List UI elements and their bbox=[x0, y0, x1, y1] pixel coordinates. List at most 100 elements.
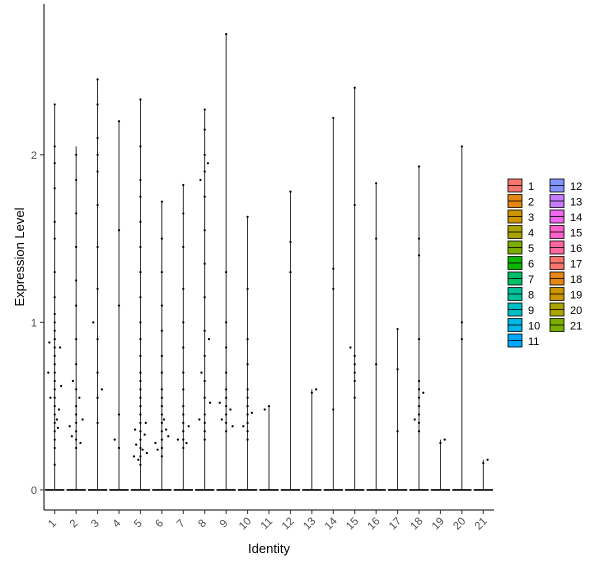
point-10-11 bbox=[242, 425, 245, 428]
point-6-13 bbox=[160, 270, 163, 274]
point-12-1 bbox=[289, 240, 292, 244]
point-5-12 bbox=[139, 354, 142, 357]
point-18-3 bbox=[417, 405, 421, 408]
point-7-12 bbox=[182, 212, 185, 215]
point-14-3 bbox=[332, 116, 335, 120]
point-1-29 bbox=[47, 371, 50, 374]
point-8-16 bbox=[198, 418, 201, 421]
point-8-7 bbox=[203, 329, 206, 332]
x-tick-label-8: 8 bbox=[196, 517, 209, 530]
point-1-14 bbox=[53, 337, 56, 341]
point-5-3 bbox=[139, 438, 142, 441]
point-6-16 bbox=[154, 441, 157, 445]
point-1-16 bbox=[53, 321, 56, 324]
point-5-0 bbox=[139, 463, 142, 466]
x-axis-title: Identity bbox=[248, 541, 290, 556]
point-2-5 bbox=[75, 405, 78, 408]
point-6-1 bbox=[160, 446, 163, 450]
point-3-7 bbox=[96, 170, 99, 173]
point-4-4 bbox=[117, 120, 121, 123]
point-5-4 bbox=[139, 430, 142, 433]
y-tick-label-2: 2 bbox=[31, 150, 37, 162]
point-2-15 bbox=[70, 435, 73, 438]
point-5-24 bbox=[145, 451, 148, 455]
point-7-5 bbox=[182, 405, 185, 408]
point-21-0 bbox=[482, 461, 485, 465]
point-2-7 bbox=[75, 363, 78, 366]
point-3-6 bbox=[96, 203, 99, 207]
legend-label-1: 1 bbox=[528, 181, 534, 193]
point-1-0 bbox=[53, 463, 56, 466]
point-8-3 bbox=[203, 413, 206, 416]
legend-label-9: 9 bbox=[528, 305, 534, 317]
point-18-1 bbox=[417, 421, 421, 424]
point-7-11 bbox=[182, 245, 185, 249]
point-1-20 bbox=[53, 237, 56, 240]
legend-label-6: 6 bbox=[528, 259, 534, 271]
legend-label-18: 18 bbox=[570, 274, 582, 286]
legend-label-15: 15 bbox=[570, 228, 582, 240]
legend-label-19: 19 bbox=[570, 290, 582, 302]
point-8-2 bbox=[203, 421, 206, 424]
point-2-19 bbox=[78, 396, 81, 399]
point-10-7 bbox=[246, 363, 249, 366]
point-4-0 bbox=[117, 446, 121, 450]
point-6-17 bbox=[167, 435, 170, 438]
point-1-17 bbox=[53, 312, 56, 316]
point-2-17 bbox=[81, 418, 84, 421]
point-9-12 bbox=[229, 408, 232, 411]
x-tick-label-11: 11 bbox=[259, 516, 276, 533]
point-11-0 bbox=[267, 405, 271, 408]
x-tick-label-20: 20 bbox=[451, 515, 468, 532]
point-18-5 bbox=[417, 388, 421, 391]
point-8-4 bbox=[203, 396, 206, 399]
point-2-14 bbox=[75, 153, 78, 156]
point-1-19 bbox=[53, 270, 56, 274]
point-6-15 bbox=[160, 200, 163, 203]
point-1-5 bbox=[53, 413, 56, 416]
legend-label-20: 20 bbox=[570, 305, 582, 317]
point-8-21 bbox=[206, 162, 210, 165]
point-7-13 bbox=[182, 183, 185, 187]
point-1-13 bbox=[53, 346, 56, 349]
point-20-1 bbox=[460, 321, 463, 324]
x-tick-label-19: 19 bbox=[430, 515, 447, 532]
point-8-13 bbox=[203, 153, 206, 156]
x-tick-label-7: 7 bbox=[175, 517, 188, 530]
point-7-2 bbox=[182, 430, 185, 433]
point-5-27 bbox=[137, 458, 140, 461]
point-8-12 bbox=[203, 170, 206, 173]
point-6-0 bbox=[160, 455, 163, 458]
point-15-3 bbox=[353, 363, 356, 366]
legend-label-21: 21 bbox=[570, 321, 582, 333]
point-7-16 bbox=[185, 441, 188, 445]
points-layer bbox=[47, 33, 489, 466]
point-4-3 bbox=[117, 229, 121, 232]
point-1-25 bbox=[53, 103, 56, 106]
point-15-5 bbox=[353, 203, 356, 207]
point-14-2 bbox=[332, 267, 335, 270]
point-15-0 bbox=[353, 396, 356, 399]
point-1-4 bbox=[53, 421, 56, 424]
point-8-19 bbox=[207, 337, 211, 341]
x-tick-label-13: 13 bbox=[301, 515, 318, 532]
point-3-0 bbox=[96, 421, 99, 424]
point-5-20 bbox=[139, 178, 142, 182]
point-2-0 bbox=[75, 446, 78, 450]
point-20-0 bbox=[460, 337, 463, 341]
point-3-8 bbox=[96, 153, 99, 156]
point-5-8 bbox=[139, 396, 142, 399]
point-15-7 bbox=[349, 346, 352, 349]
point-1-26 bbox=[49, 396, 52, 399]
point-2-11 bbox=[75, 245, 78, 249]
point-5-14 bbox=[139, 321, 142, 324]
point-7-15 bbox=[187, 425, 190, 428]
point-9-3 bbox=[225, 405, 228, 408]
point-3-9 bbox=[96, 136, 99, 140]
point-6-19 bbox=[165, 428, 168, 431]
point-1-18 bbox=[53, 296, 56, 299]
point-18-12 bbox=[422, 391, 425, 394]
point-8-14 bbox=[203, 128, 206, 131]
point-10-9 bbox=[246, 287, 249, 290]
point-6-20 bbox=[162, 418, 166, 421]
